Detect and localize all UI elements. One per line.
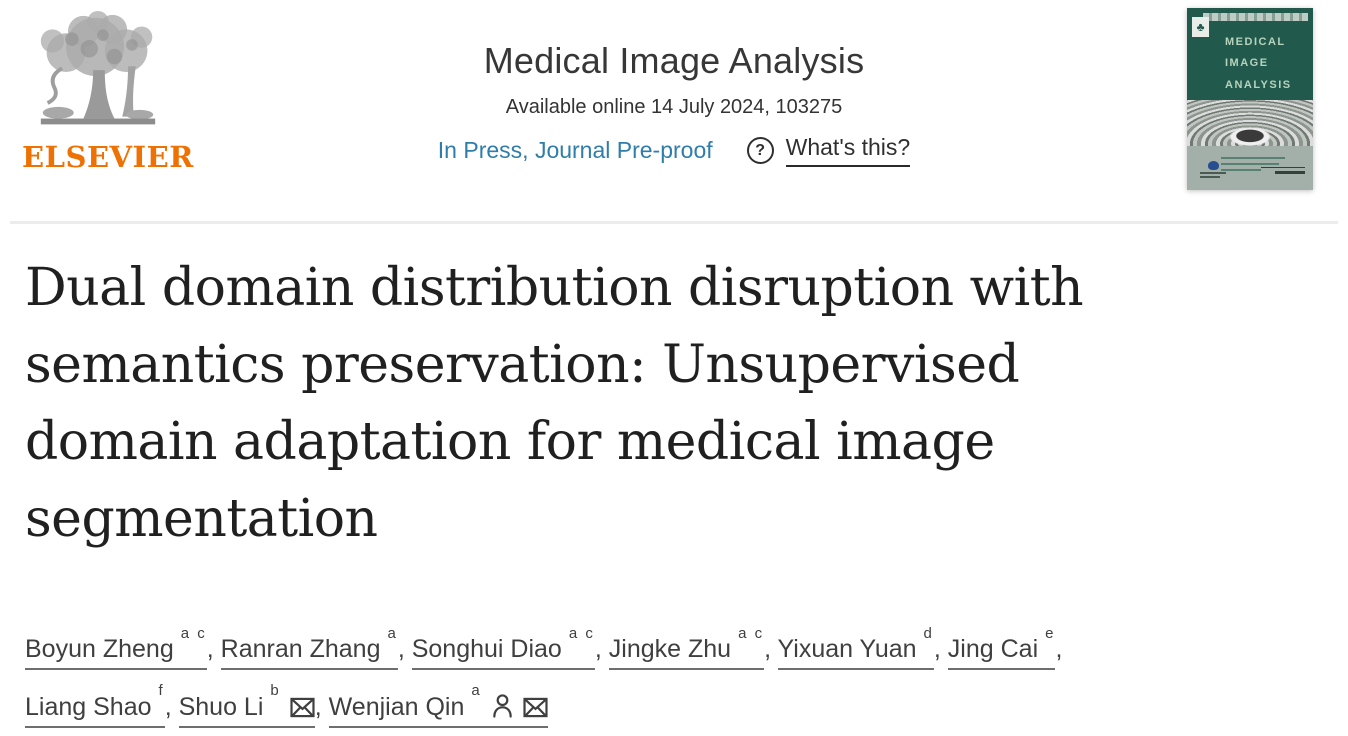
author-link-jing-cai[interactable]: Jing Cai e: [947, 625, 1056, 671]
author-name: Songhui Diao: [411, 635, 562, 664]
author-link-boyun-zheng[interactable]: Boyun Zheng a c: [25, 625, 207, 671]
article-title-line: semantics preservation: Unsupervised: [25, 334, 1020, 395]
header-divider: [10, 221, 1338, 224]
cover-sciencedirect-mark: [1261, 166, 1305, 174]
author-link-songhui-diao[interactable]: Songhui Diao a c: [411, 625, 595, 671]
whats-this-link[interactable]: What's this?: [785, 134, 911, 167]
author-item: Boyun Zheng a c: [25, 625, 221, 671]
cover-mini-tree-icon: ♣: [1192, 17, 1209, 37]
author-item: Ranran Zhang a: [220, 625, 412, 671]
author-name: Jingke Zhu: [608, 635, 732, 664]
inpress-status-link[interactable]: In Press, Journal Pre-proof: [437, 137, 713, 163]
cover-journal-title: MEDICAL IMAGE ANALYSIS: [1225, 32, 1292, 96]
author-name: Boyun Zheng: [25, 635, 174, 664]
author-link-ranran-zhang[interactable]: Ranran Zhang a: [220, 625, 398, 671]
elsevier-tree-icon: [40, 10, 156, 125]
cover-title-line: MEDICAL: [1225, 36, 1286, 48]
article-title-line: segmentation: [25, 488, 378, 549]
author-affiliation-sup: f: [158, 682, 165, 700]
journal-title-link[interactable]: Medical Image Analysis: [483, 40, 865, 81]
cover-caption-lines: [1221, 157, 1285, 175]
author-affiliation-sup: b: [270, 682, 281, 700]
elsevier-logo-link[interactable]: ELSEVIER: [22, 10, 194, 174]
cover-bottom: [1187, 146, 1313, 190]
author-item: Jing Cai e: [947, 625, 1062, 671]
author-affiliation-sup: a: [387, 625, 398, 642]
cover-title-line: IMAGE: [1225, 57, 1269, 70]
availability-text: Available online 14 July 2024, 103275: [505, 96, 843, 118]
journal-header: Medical Image Analysis Available online …: [294, 40, 1054, 167]
journal-cover-thumbnail[interactable]: ♣ MEDICAL IMAGE ANALYSIS: [1187, 8, 1313, 190]
author-affiliation-sup: a: [471, 682, 482, 700]
cover-publisher-logo: [1200, 161, 1226, 178]
author-link-wenjian-qin[interactable]: Wenjian Qin a: [328, 682, 548, 728]
author-affiliation-sup: d: [923, 625, 934, 642]
author-item: Liang Shao f: [25, 682, 179, 728]
authors-line-2: Liang Shao f Shuo Li b Wenjian Qin a: [25, 675, 1335, 735]
author-affiliation-sup: a c: [568, 625, 595, 642]
author-link-shuo-li[interactable]: Shuo Li b: [178, 682, 315, 728]
author-name: Yixuan Yuan: [777, 635, 917, 664]
author-affiliation-sup: e: [1045, 625, 1056, 642]
author-link-jingke-zhu[interactable]: Jingke Zhu a c: [608, 625, 765, 671]
author-item: Shuo Li b: [178, 682, 329, 728]
cover-top: ♣ MEDICAL IMAGE ANALYSIS: [1187, 8, 1313, 100]
email-envelope-icon: [523, 696, 548, 724]
cover-header-strip: [1203, 13, 1308, 21]
elsevier-wordmark: ELSEVIER: [22, 140, 194, 174]
article-title: Dual domain distribution disruption with…: [25, 250, 1325, 558]
author-affiliation-sup: a c: [738, 625, 765, 642]
author-link-liang-shao[interactable]: Liang Shao f: [25, 682, 165, 728]
cover-brain-image: [1187, 100, 1313, 146]
article-title-line: Dual domain distribution disruption with: [25, 258, 1084, 318]
author-name: Shuo Li: [178, 692, 264, 721]
inpress-row: In Press, Journal Pre-proof ? What's thi…: [294, 134, 1054, 167]
author-list: Boyun Zheng a c Ranran Zhang a Songhui Diao a…: [25, 618, 1335, 736]
cover-title-line: ANALYSIS: [1225, 78, 1292, 91]
author-name: Jing Cai: [947, 635, 1039, 664]
authors-line-1: Boyun Zheng a c Ranran Zhang a Songhui Diao a…: [25, 618, 1335, 675]
email-envelope-icon: [290, 696, 315, 724]
author-name: Ranran Zhang: [220, 635, 381, 664]
article-title-line: domain adaptation for medical image: [25, 411, 995, 472]
author-link-yixuan-yuan[interactable]: Yixuan Yuan d: [777, 625, 934, 671]
author-name: Wenjian Qin: [328, 692, 465, 721]
author-item: Wenjian Qin a: [328, 682, 548, 728]
author-item: Songhui Diao a c: [411, 625, 609, 671]
question-circle-icon[interactable]: ?: [746, 137, 774, 164]
author-name: Liang Shao: [25, 692, 152, 721]
author-item: Jingke Zhu a c: [608, 625, 778, 671]
author-item: Yixuan Yuan d: [777, 625, 948, 671]
corresponding-author-person-icon: [491, 693, 514, 724]
author-affiliation-sup: a c: [180, 625, 207, 642]
